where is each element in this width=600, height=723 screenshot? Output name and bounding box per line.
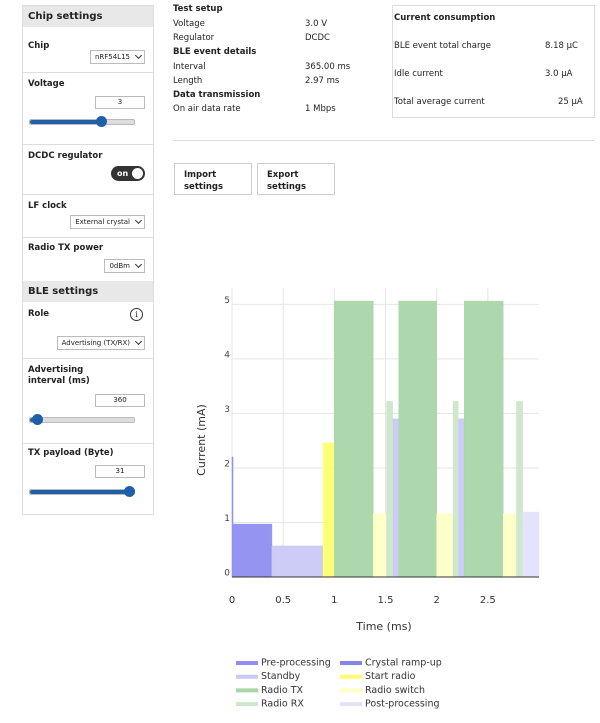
section-title: Current consumption <box>394 13 496 23</box>
separator <box>23 194 153 195</box>
legend-label: Pre-processing <box>261 658 331 669</box>
field-label: Role <box>28 309 50 319</box>
select[interactable]: nRF54L15 <box>89 50 145 64</box>
sidebar: Chip settings Chip nRF54L15 Voltage 3 DC… <box>22 5 154 515</box>
current-segment <box>392 418 400 578</box>
toggle[interactable]: on <box>111 166 145 181</box>
row-value: 2.97 ms <box>305 76 340 86</box>
separator <box>23 144 153 145</box>
current-box: Current consumption BLE event total char… <box>392 5 595 118</box>
y-tick-label: 4 <box>224 350 230 360</box>
chart: Time (ms) Current (mA) 0 1 2 3 4 5 0 0.5 1 1.5 2 2.… <box>195 288 540 710</box>
toggle-label: on <box>117 169 129 178</box>
row-label: Regulator <box>173 33 215 43</box>
row-value: DCDC <box>305 33 330 43</box>
legend-label: Post-processing <box>365 699 440 710</box>
row-label: BLE event total charge <box>394 41 491 51</box>
current-segment <box>516 401 523 578</box>
field-label: Advertising interval (ms) <box>28 365 90 386</box>
row-value: 8.18 µC <box>545 41 578 51</box>
section-title: BLE event details <box>173 47 257 57</box>
slider[interactable] <box>29 116 135 127</box>
row-value: 3.0 µA <box>545 69 573 79</box>
row-label: Interval <box>173 62 206 72</box>
current-segment <box>372 513 387 578</box>
current-segment <box>436 513 454 578</box>
separator <box>23 443 153 444</box>
slider[interactable] <box>29 414 135 425</box>
field-label: TX payload (Byte) <box>28 448 114 458</box>
current-segment <box>398 300 437 578</box>
select[interactable]: External crystal <box>70 215 145 229</box>
current-segment <box>386 401 393 578</box>
legend-label: Radio RX <box>261 699 304 710</box>
current-segment <box>502 513 517 578</box>
row-label: On air data rate <box>173 104 241 114</box>
current-segment <box>464 300 504 578</box>
x-axis-title: Time (ms) <box>355 620 411 633</box>
current-segment <box>232 523 273 578</box>
legend-label: Radio TX <box>261 685 304 696</box>
section-title: Data transmission <box>173 90 261 100</box>
field-label: Radio TX power <box>28 243 104 253</box>
current-segment <box>452 401 459 578</box>
y-tick-label: 2 <box>224 459 230 469</box>
section-header: Chip settings <box>23 6 153 27</box>
field-label: LF clock <box>28 201 67 211</box>
separator <box>23 358 153 359</box>
legend-label: Radio switch <box>365 685 425 696</box>
row-value: 1 Mbps <box>305 104 336 114</box>
x-tick-label: 1.5 <box>378 595 394 606</box>
x-tick-label: 2 <box>433 595 439 606</box>
x-tick-label: 2.5 <box>480 595 496 606</box>
export-button[interactable]: Export settings <box>257 163 335 195</box>
select[interactable]: 0dBm <box>104 259 145 273</box>
y-tick-label: 3 <box>224 405 230 415</box>
section-header: BLE settings <box>23 281 153 302</box>
separator <box>23 72 153 73</box>
field-label: Chip <box>28 41 50 51</box>
x-tick-label: 0 <box>229 595 235 606</box>
divider <box>173 140 594 141</box>
row-value: 3.0 V <box>305 19 328 29</box>
row-label: Length <box>173 76 203 86</box>
y-axis-title: Current (mA) <box>195 404 208 476</box>
current-segment <box>522 511 540 578</box>
row-value: 365.00 ms <box>305 62 351 72</box>
number-input[interactable]: 360 <box>95 394 145 407</box>
row-label: Total average current <box>394 97 485 107</box>
row-label: Voltage <box>173 19 205 29</box>
row-value: 25 µA <box>558 97 583 107</box>
number-input[interactable]: 31 <box>95 465 145 478</box>
separator <box>23 237 153 238</box>
legend-label: Crystal ramp-up <box>365 658 442 669</box>
legend-label: Standby <box>261 671 301 682</box>
current-segment <box>334 300 374 578</box>
import-button[interactable]: Import settings <box>174 163 252 195</box>
current-segment <box>271 545 324 578</box>
section-title: Test setup <box>173 4 223 14</box>
x-tick-label: 0.5 <box>275 595 291 606</box>
field-label: Voltage <box>28 79 65 89</box>
field-label: DCDC regulator <box>28 151 103 161</box>
y-tick-label: 1 <box>224 514 230 524</box>
current-segment <box>457 418 465 578</box>
select[interactable]: Advertising (TX/RX) <box>56 336 145 350</box>
slider[interactable] <box>29 486 135 497</box>
number-input[interactable]: 3 <box>95 96 145 109</box>
x-tick-label: 1 <box>331 595 337 606</box>
row-label: Idle current <box>394 69 443 79</box>
y-tick-label: 0 <box>224 569 230 579</box>
legend-label: Start radio <box>365 671 416 682</box>
current-segment <box>322 442 335 578</box>
info-icon[interactable]: i <box>130 308 143 321</box>
y-tick-label: 5 <box>224 296 230 306</box>
